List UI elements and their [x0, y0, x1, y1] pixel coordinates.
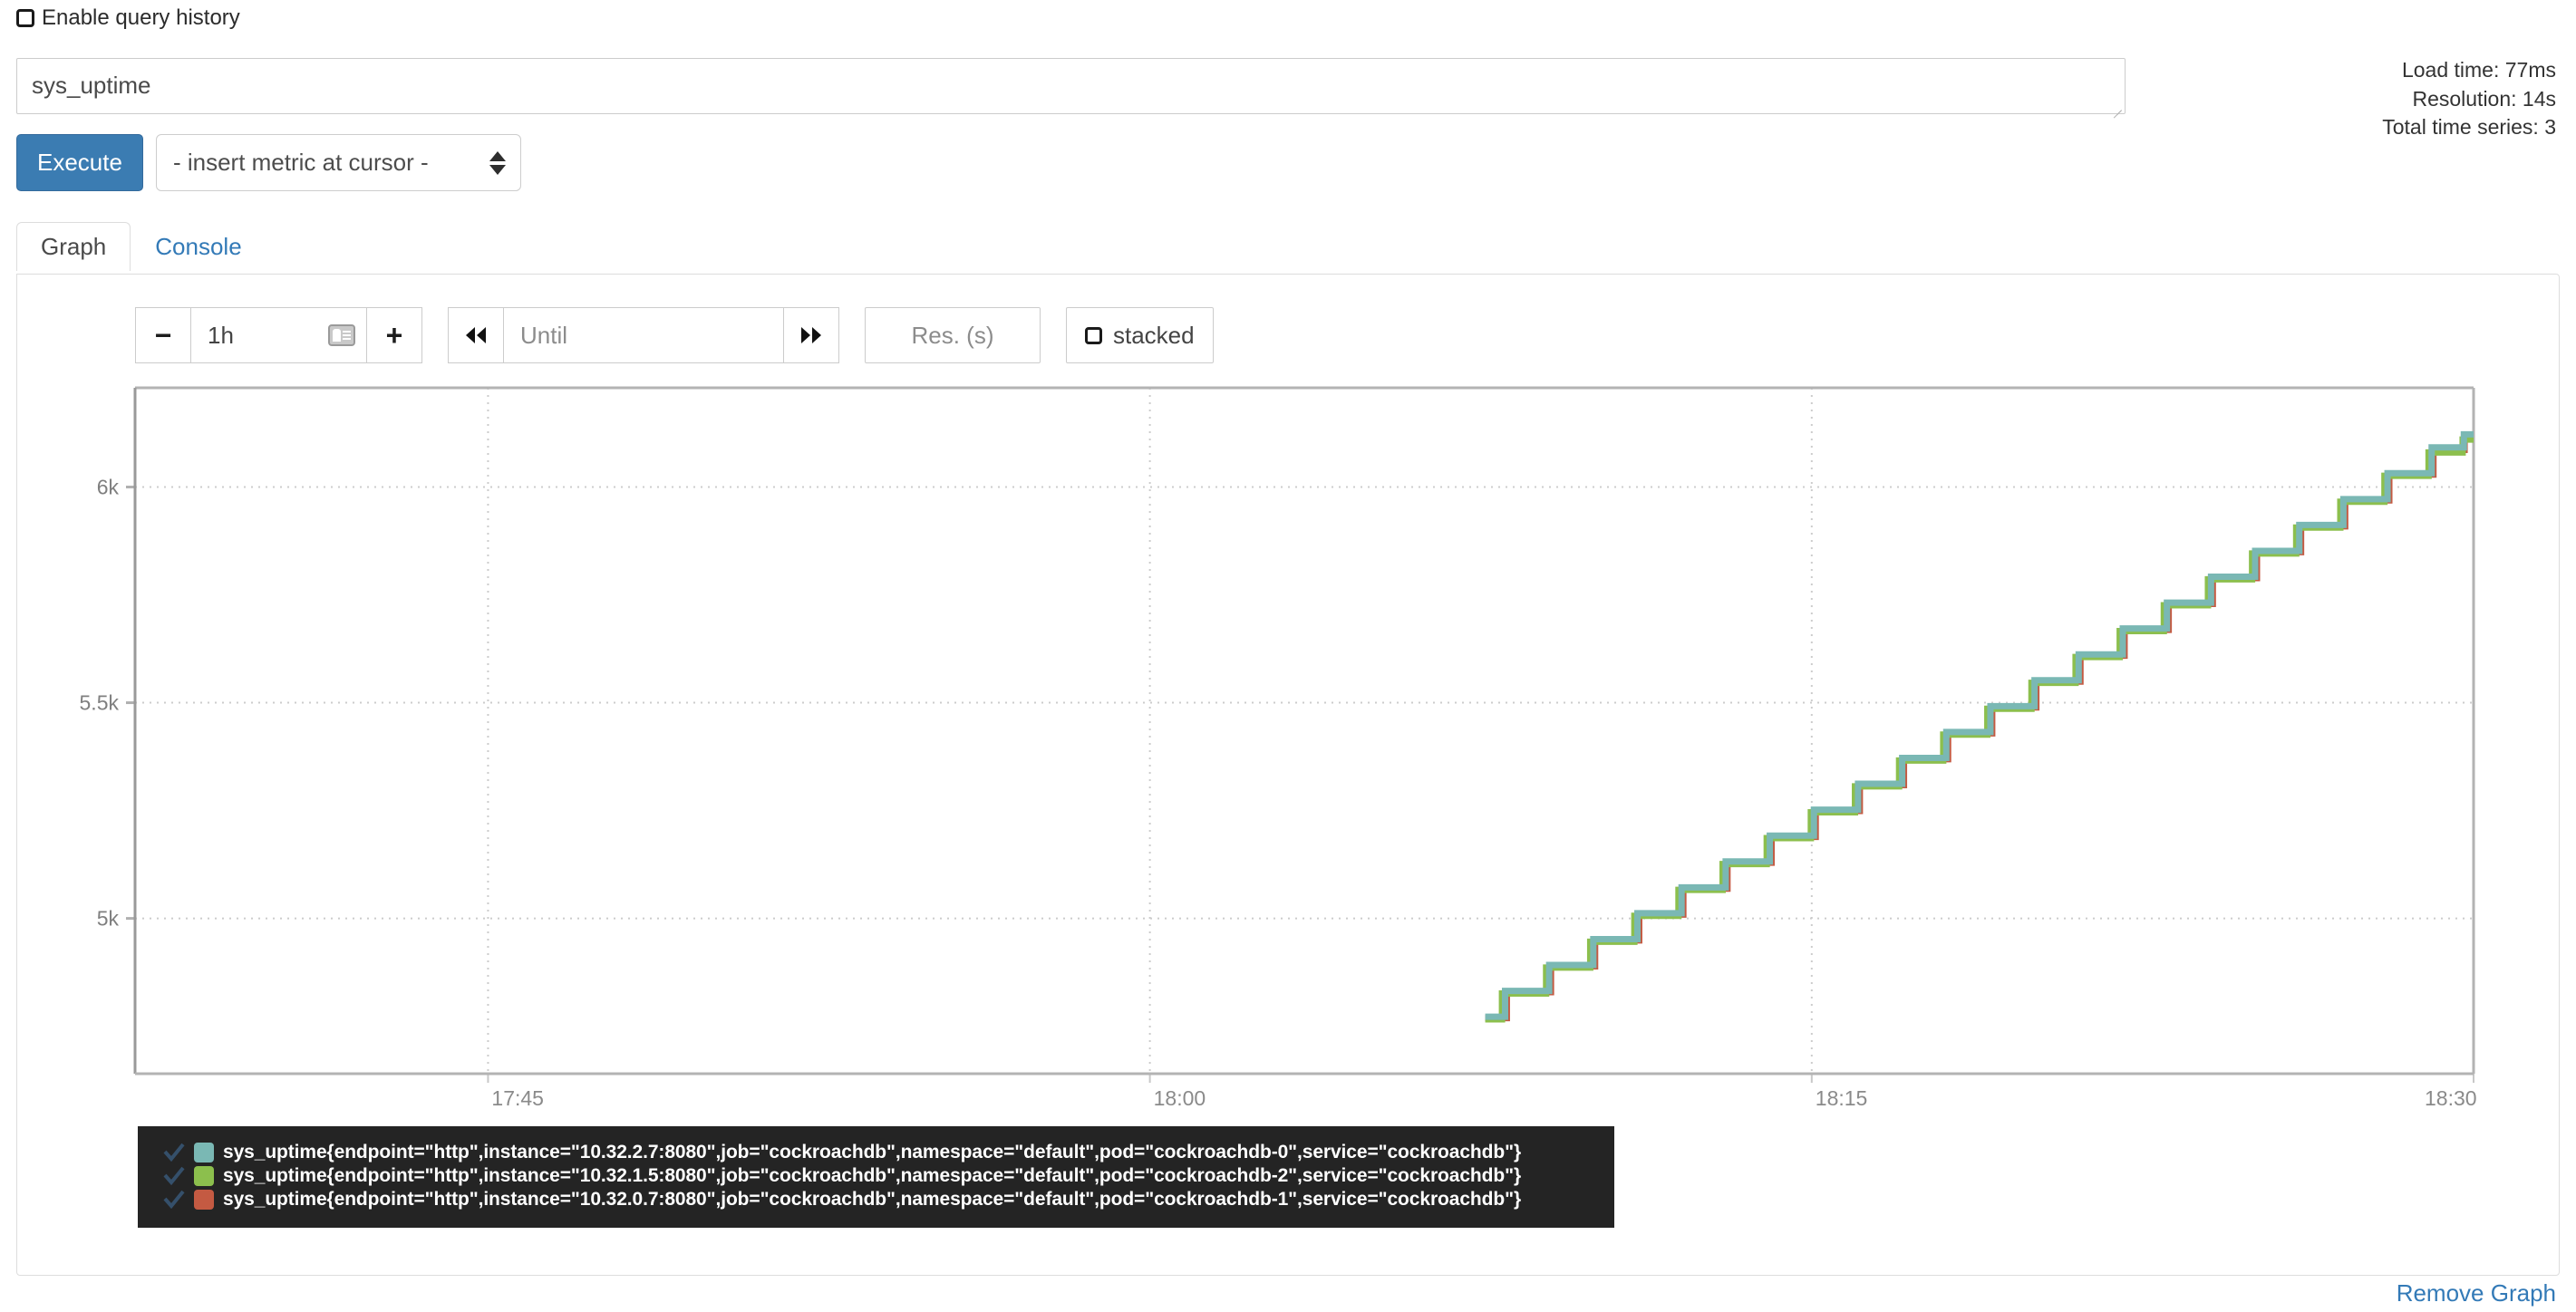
decrease-range-button[interactable]: −: [135, 307, 191, 363]
graph-console-tabs: Graph Console: [16, 222, 266, 271]
until-input-placeholder: Until: [520, 321, 568, 349]
expression-input-wrapper[interactable]: [16, 58, 2126, 119]
legend-item[interactable]: sys_uptime{endpoint="http",instance="10.…: [138, 1164, 1614, 1188]
resolution-input-placeholder: Res. (s): [911, 321, 994, 349]
resolution: Resolution: 14s: [2412, 86, 2556, 111]
range-input-value: 1h: [208, 321, 234, 349]
check-icon[interactable]: [163, 1143, 185, 1162]
total-time-series: Total time series: 3: [2382, 115, 2556, 140]
remove-graph-link[interactable]: Remove Graph: [2396, 1279, 2556, 1307]
x-axis-tick-label: 18:30: [2425, 1086, 2477, 1110]
x-axis-tick-label: 18:00: [1153, 1086, 1206, 1110]
legend-series-label: sys_uptime{endpoint="http",instance="10.…: [223, 1165, 1522, 1186]
chevron-updown-icon[interactable]: [489, 150, 506, 175]
tab-graph[interactable]: Graph: [16, 222, 131, 271]
y-axis-tick-label: 5.5k: [79, 690, 119, 715]
enable-query-history-row[interactable]: Enable query history: [16, 7, 240, 29]
checkbox-icon[interactable]: [1085, 326, 1102, 344]
checkbox-icon[interactable]: [16, 9, 34, 27]
range-input[interactable]: 1h: [190, 307, 367, 363]
legend-color-swatch: [194, 1166, 214, 1186]
step-backward-button[interactable]: [448, 307, 504, 363]
x-axis-tick-label: 17:45: [491, 1086, 544, 1110]
query-stats: Load time: 77ms Resolution: 14s Total ti…: [2382, 56, 2556, 142]
legend-color-swatch: [194, 1143, 214, 1162]
legend-item[interactable]: sys_uptime{endpoint="http",instance="10.…: [138, 1188, 1614, 1211]
enable-query-history-label: Enable query history: [42, 5, 240, 30]
legend-series-label: sys_uptime{endpoint="http",instance="10.…: [223, 1189, 1522, 1210]
y-axis-tick-label: 6k: [96, 475, 119, 498]
check-icon[interactable]: [163, 1166, 185, 1186]
double-right-icon: [801, 327, 821, 343]
legend-color-swatch: [194, 1190, 214, 1210]
y-axis-tick-label: 5k: [96, 906, 119, 931]
range-control-group: − 1h +: [135, 307, 422, 363]
stacked-label: stacked: [1113, 321, 1195, 349]
step-forward-button[interactable]: [783, 307, 839, 363]
graph-panel: − 1h + Until: [16, 274, 2560, 1276]
increase-range-button[interactable]: +: [366, 307, 422, 363]
double-left-icon: [466, 327, 486, 343]
legend-item[interactable]: sys_uptime{endpoint="http",instance="10.…: [138, 1141, 1614, 1164]
load-time: Load time: 77ms: [2401, 58, 2556, 82]
tab-console[interactable]: Console: [155, 233, 242, 260]
range-picker-icon[interactable]: [328, 324, 355, 346]
check-icon[interactable]: [163, 1190, 185, 1210]
stacked-toggle[interactable]: stacked: [1066, 307, 1214, 363]
until-input[interactable]: Until: [503, 307, 784, 363]
x-axis-tick-label: 18:15: [1815, 1086, 1868, 1110]
resolution-input[interactable]: Res. (s): [865, 307, 1041, 363]
execute-row: Execute - insert metric at cursor -: [16, 134, 521, 191]
insert-metric-select-value: - insert metric at cursor -: [172, 149, 429, 176]
time-nav-group: Until: [448, 307, 839, 363]
chart-legend: sys_uptime{endpoint="http",instance="10.…: [138, 1126, 1614, 1228]
expression-input[interactable]: [16, 58, 2126, 114]
insert-metric-select[interactable]: - insert metric at cursor -: [155, 134, 521, 191]
execute-button[interactable]: Execute: [16, 134, 143, 191]
graph-controls-toolbar: − 1h + Until: [135, 307, 1214, 363]
legend-series-label: sys_uptime{endpoint="http",instance="10.…: [223, 1142, 1522, 1162]
